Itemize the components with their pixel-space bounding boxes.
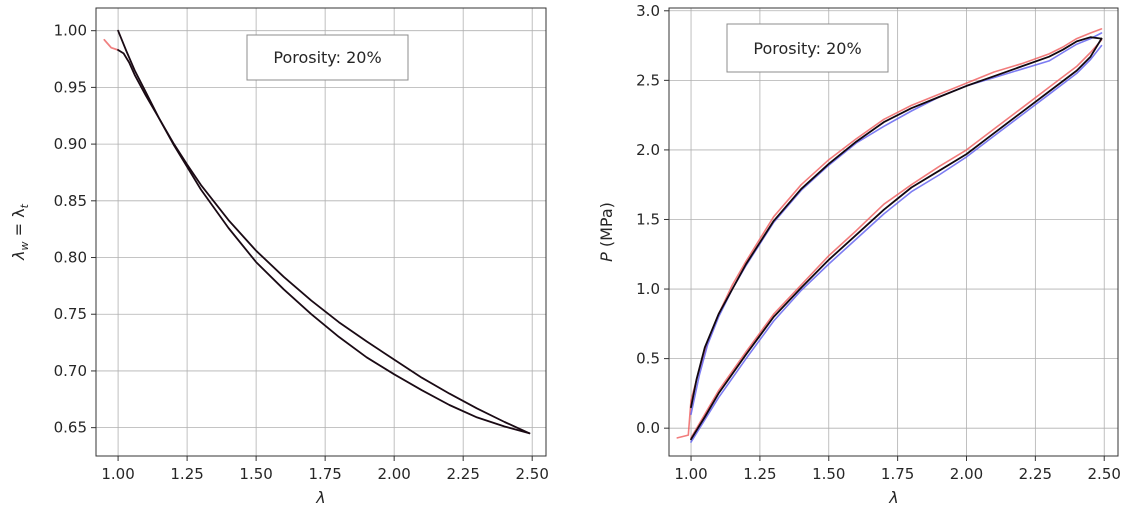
right-axes-frame <box>668 7 1119 457</box>
right-x-tick-label: 2.50 <box>1088 465 1121 483</box>
right-x-ticks: 1.00 1.25 1.50 1.75 2.00 2.25 2.50 <box>674 456 1121 483</box>
left-y-tick-label: 0.70 <box>54 362 87 380</box>
right-x-tick-label: 1.00 <box>674 465 707 483</box>
right-series-line-5 <box>690 37 1103 441</box>
right-x-tick-label: 2.00 <box>950 465 983 483</box>
left-y-tick-label: 0.85 <box>54 192 87 210</box>
right-series-line-4 <box>690 36 1103 409</box>
right-x-tick-label: 1.75 <box>881 465 914 483</box>
left-annotation-frame <box>246 34 409 81</box>
right-series <box>676 28 1103 443</box>
right-y-tick-label: 2.5 <box>636 71 660 89</box>
right-series-line-2 <box>690 32 1103 416</box>
left-annotation-text: Porosity: 20% <box>273 48 381 67</box>
left-x-axis-label: λ <box>315 488 325 507</box>
left-y-axis-label: λw = λt <box>9 203 31 261</box>
left-x-tick-label: 1.50 <box>239 465 272 483</box>
right-gridlines <box>669 8 1118 456</box>
right-annotation-box: Porosity: 20% <box>726 23 889 73</box>
left-y-tick-label: 0.75 <box>54 305 87 323</box>
right-annotation-text: Porosity: 20% <box>753 39 861 58</box>
left-y-tick-label: 0.65 <box>54 419 87 437</box>
right-series-line-0 <box>676 28 1103 439</box>
left-y-tick-label: 0.95 <box>54 78 87 96</box>
left-annotation-box: Porosity: 20% <box>246 34 409 81</box>
right-y-tick-label: 1.5 <box>636 210 660 228</box>
left-x-tick-label: 1.75 <box>308 465 341 483</box>
right-y-tick-label: 3.0 <box>636 2 660 20</box>
right-x-tick-label: 1.50 <box>812 465 845 483</box>
left-x-tick-label: 1.00 <box>101 465 134 483</box>
right-annotation-frame <box>726 23 889 73</box>
right-y-tick-label: 2.0 <box>636 141 660 159</box>
left-series <box>103 29 531 435</box>
left-x-tick-label: 2.00 <box>377 465 410 483</box>
right-y-axis-label: P (MPa) <box>597 202 616 262</box>
left-panel: 1.00 1.25 1.50 1.75 2.00 2.25 2.50 0.65 0.70 0.7… <box>9 7 549 507</box>
right-y-tick-label: 0.5 <box>636 350 660 368</box>
left-series-line-0 <box>103 38 119 51</box>
left-y-ticks: 0.65 0.70 0.75 0.80 0.85 0.90 0.95 1.00 <box>54 22 96 437</box>
right-x-tick-label: 2.25 <box>1019 465 1052 483</box>
right-panel: 1.00 1.25 1.50 1.75 2.00 2.25 2.50 0.0 0.5 1.0 1.… <box>597 2 1121 507</box>
right-y-tick-label: 0.0 <box>636 419 660 437</box>
right-series-line-3 <box>690 44 1103 443</box>
right-y-tick-label: 1.0 <box>636 280 660 298</box>
right-series-line-1 <box>690 39 1103 439</box>
left-x-ticks: 1.00 1.25 1.50 1.75 2.00 2.25 2.50 <box>101 456 549 483</box>
left-series-line-1 <box>117 29 531 435</box>
left-y-tick-label: 0.80 <box>54 249 87 267</box>
left-y-tick-label: 0.90 <box>54 135 87 153</box>
left-x-tick-label: 2.25 <box>446 465 479 483</box>
left-x-tick-label: 1.25 <box>170 465 203 483</box>
right-x-axis-label: λ <box>888 488 898 507</box>
right-x-tick-label: 1.25 <box>743 465 776 483</box>
left-x-tick-label: 2.50 <box>515 465 548 483</box>
left-gridlines <box>96 8 546 456</box>
left-series-line-2 <box>117 49 531 435</box>
left-axes-frame <box>95 7 547 457</box>
right-y-ticks: 0.0 0.5 1.0 1.5 2.0 2.5 3.0 <box>636 2 669 437</box>
left-y-tick-label: 1.00 <box>54 22 87 40</box>
